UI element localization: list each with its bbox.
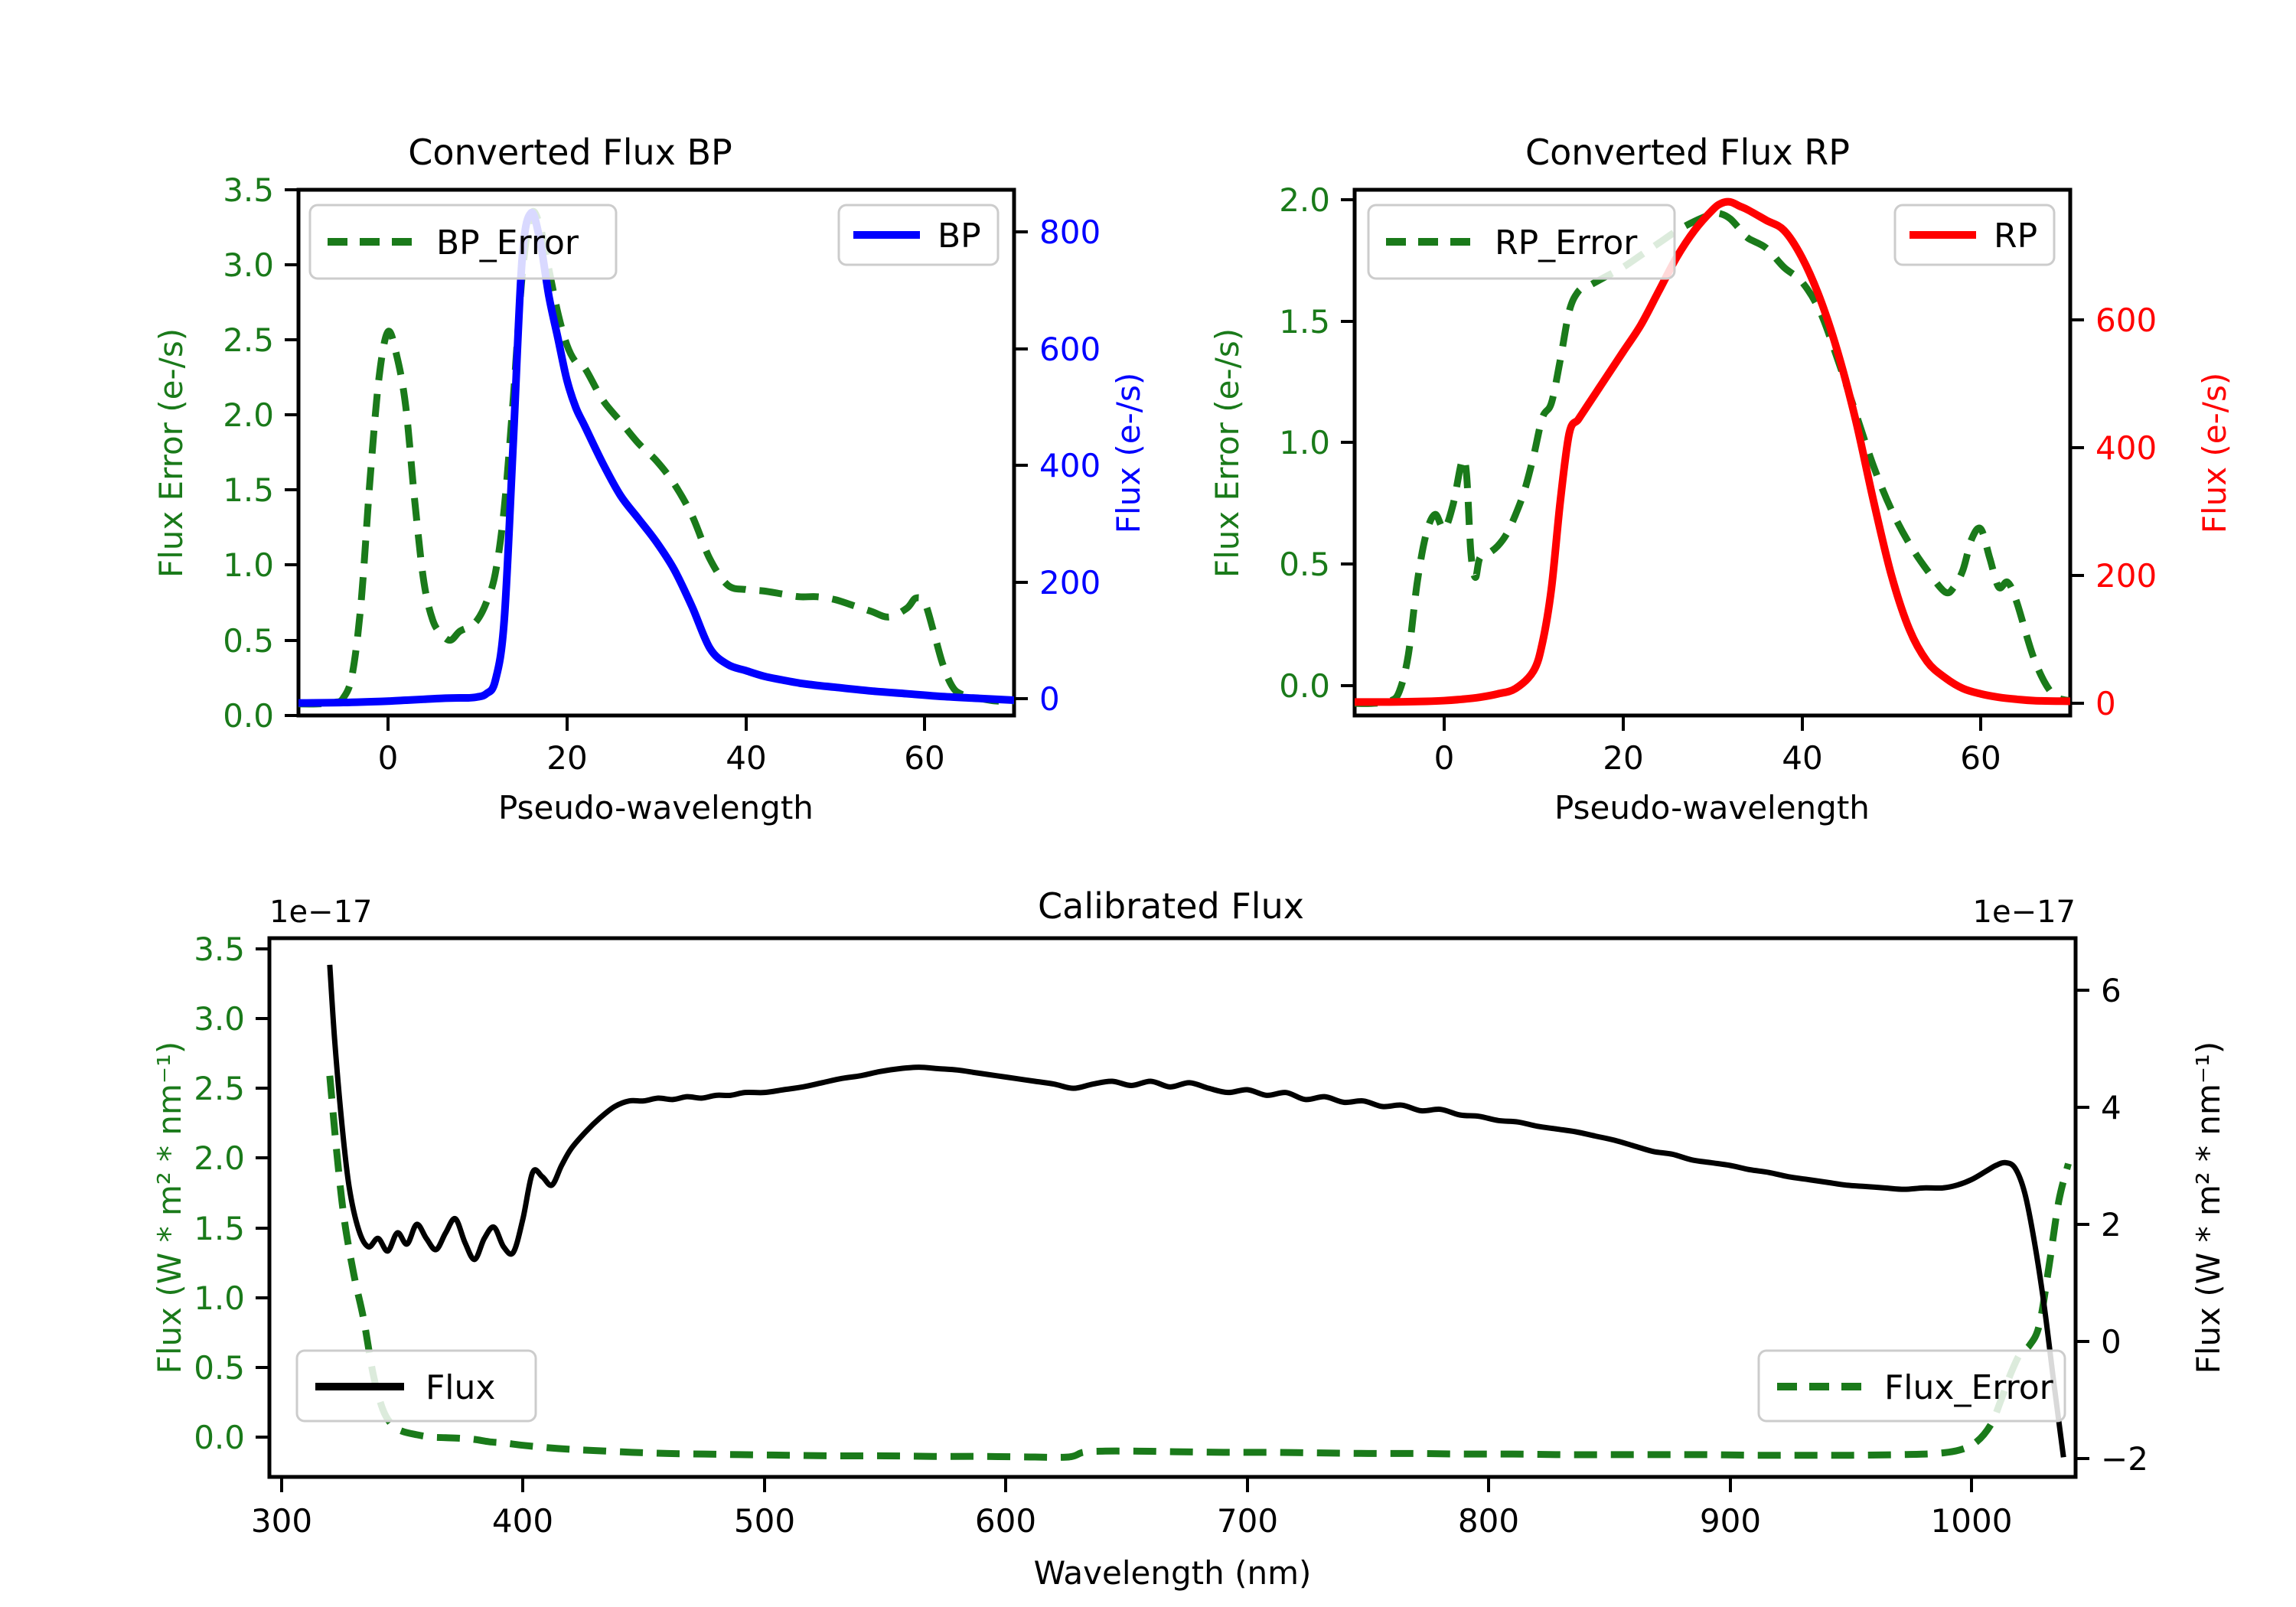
cal-xlabel: Wavelength (nm) <box>1034 1554 1312 1592</box>
rp-flux-series <box>1355 197 2070 706</box>
rp-right-axis: 0 200 400 600 Flux (e-/s) <box>2070 302 2233 722</box>
cal-xtick-6: 900 <box>1700 1502 1761 1540</box>
cal-ylabel-right: Flux (W * m² * nm⁻¹) <box>2190 1041 2227 1374</box>
cal-ylabel-left: Flux (W * m² * nm⁻¹) <box>151 1041 188 1374</box>
cal-ytick-right-1: 0 <box>2101 1323 2122 1361</box>
cal-ytick-right-4: 6 <box>2101 972 2122 1009</box>
bp-flux-series <box>298 208 1014 707</box>
bp-legend-error-label: BP_Error <box>436 223 579 262</box>
bp-xtick-3: 60 <box>904 739 944 777</box>
rp-xtick-0: 0 <box>1434 739 1455 777</box>
rp-xtick-1: 20 <box>1603 739 1643 777</box>
panel-converted-flux-rp: Converted Flux RP 2.0 1.5 1.0 0.5 0.0 Fl… <box>1148 0 2296 834</box>
bp-xtick-2: 40 <box>726 739 766 777</box>
panel-converted-flux-bp: Converted Flux BP 3.5 3.0 2.5 2.0 1.5 1.… <box>0 0 1148 834</box>
cal-xtick-7: 1000 <box>1931 1502 2013 1540</box>
cal-legend-error-label: Flux_Error <box>1884 1368 2054 1407</box>
rp-xtick-2: 40 <box>1782 739 1822 777</box>
bp-xtick-0: 0 <box>378 739 399 777</box>
cal-title: Calibrated Flux <box>1038 885 1304 927</box>
bp-ytick-left-1: 0.5 <box>223 622 274 660</box>
rp-ylabel-left: Flux Error (e-/s) <box>1208 328 1246 578</box>
bp-ytick-right-0: 0 <box>1039 680 1060 718</box>
rp-legend-flux-label: RP <box>1994 217 2037 256</box>
rp-xtick-3: 60 <box>1960 739 2001 777</box>
rp-left-axis: 2.0 1.5 1.0 0.5 0.0 Flux Error (e-/s) <box>1208 181 1355 705</box>
panel-calibrated-flux: Calibrated Flux 1e−17 1e−17 3.5 3.0 2.5 … <box>0 804 2296 1607</box>
bp-ytick-left-7: 3.5 <box>223 171 274 209</box>
rp-legend-error[interactable]: RP_Error <box>1367 204 1676 280</box>
cal-ytick-left-4: 2.0 <box>194 1139 245 1177</box>
cal-offset-left: 1e−17 <box>269 895 372 930</box>
cal-ytick-right-3: 4 <box>2101 1089 2122 1126</box>
rp-legend-flux[interactable]: RP <box>1893 204 2056 266</box>
bp-title: Converted Flux BP <box>408 132 732 173</box>
bp-plot-frame <box>296 187 1016 718</box>
cal-legend-error[interactable]: Flux_Error <box>1757 1349 2066 1423</box>
cal-ytick-left-7: 3.5 <box>194 931 245 968</box>
rp-title: Converted Flux RP <box>1525 132 1850 173</box>
bp-error-series <box>298 207 1014 708</box>
bp-x-axis: 0 20 40 60 Pseudo-wavelength <box>378 715 945 826</box>
bp-ytick-right-4: 800 <box>1039 214 1101 251</box>
rp-ytick-left-3: 1.5 <box>1279 303 1330 341</box>
cal-ytick-left-5: 2.5 <box>194 1070 245 1107</box>
bp-xlabel: Pseudo-wavelength <box>498 789 814 826</box>
bp-legend-error[interactable]: BP_Error <box>308 204 618 280</box>
rp-ytick-left-2: 1.0 <box>1279 424 1330 461</box>
cal-ytick-left-6: 3.0 <box>194 1000 245 1038</box>
bp-legend-flux-label: BP <box>938 217 981 256</box>
cal-plot-frame <box>267 936 2078 1479</box>
cal-xtick-4: 700 <box>1217 1502 1278 1540</box>
cal-x-axis: 300 400 500 600 700 800 900 1000 Wavelen… <box>251 1477 2013 1592</box>
rp-ylabel-right: Flux (e-/s) <box>2196 373 2233 533</box>
bp-ytick-left-4: 2.0 <box>223 396 274 434</box>
bp-ytick-left-6: 3.0 <box>223 246 274 284</box>
rp-ytick-left-0: 0.0 <box>1279 667 1330 705</box>
cal-xtick-2: 500 <box>734 1502 795 1540</box>
cal-xtick-3: 600 <box>975 1502 1036 1540</box>
bp-ytick-right-1: 200 <box>1039 564 1101 601</box>
bp-ytick-right-2: 400 <box>1039 447 1101 484</box>
rp-ytick-right-2: 400 <box>2095 429 2157 467</box>
rp-ytick-left-1: 0.5 <box>1279 546 1330 583</box>
bp-left-axis: 3.5 3.0 2.5 2.0 1.5 1.0 0.5 0.0 Flux Err… <box>152 171 298 735</box>
cal-ytick-right-0: −2 <box>2101 1440 2148 1478</box>
bp-ytick-left-0: 0.0 <box>223 697 274 735</box>
cal-ytick-left-0: 0.0 <box>194 1419 245 1456</box>
rp-ytick-right-0: 0 <box>2095 685 2116 722</box>
rp-error-series <box>1355 210 2070 707</box>
bp-ytick-right-3: 600 <box>1039 331 1101 368</box>
rp-ytick-right-3: 600 <box>2095 302 2157 339</box>
bp-right-axis: 0 200 400 600 800 Flux (e-/s) <box>1014 214 1147 718</box>
cal-ytick-left-2: 1.0 <box>194 1279 245 1317</box>
bp-ytick-left-5: 2.5 <box>223 321 274 359</box>
cal-right-axis: −2 0 2 4 6 Flux (W * m² * nm⁻¹) <box>2076 972 2227 1478</box>
cal-legend-flux-label: Flux <box>426 1368 495 1407</box>
bp-ytick-left-3: 1.5 <box>223 471 274 509</box>
cal-left-axis: 3.5 3.0 2.5 2.0 1.5 1.0 0.5 0.0 Flux (W … <box>151 931 269 1456</box>
rp-ytick-right-1: 200 <box>2095 557 2157 595</box>
cal-flux-series <box>327 964 2066 1458</box>
rp-x-axis: 0 20 40 60 Pseudo-wavelength <box>1434 715 2001 826</box>
cal-ytick-left-3: 1.5 <box>194 1210 245 1247</box>
cal-offset-right: 1e−17 <box>1973 895 2076 930</box>
cal-error-series <box>326 1075 2072 1461</box>
cal-ytick-right-2: 2 <box>2101 1206 2122 1244</box>
bp-ytick-left-2: 1.0 <box>223 546 274 584</box>
rp-ytick-left-4: 2.0 <box>1279 181 1330 219</box>
cal-xtick-1: 400 <box>492 1502 553 1540</box>
bp-ylabel-left: Flux Error (e-/s) <box>152 328 190 578</box>
cal-ytick-left-1: 0.5 <box>194 1349 245 1387</box>
bp-xtick-1: 20 <box>546 739 587 777</box>
bp-ylabel-right: Flux (e-/s) <box>1110 373 1147 533</box>
rp-xlabel: Pseudo-wavelength <box>1554 789 1870 826</box>
rp-plot-frame <box>1352 187 2073 718</box>
bp-legend-flux[interactable]: BP <box>837 204 1000 266</box>
cal-xtick-0: 300 <box>251 1502 312 1540</box>
cal-legend-flux[interactable]: Flux <box>295 1349 537 1423</box>
cal-xtick-5: 800 <box>1458 1502 1519 1540</box>
rp-legend-error-label: RP_Error <box>1495 223 1638 262</box>
